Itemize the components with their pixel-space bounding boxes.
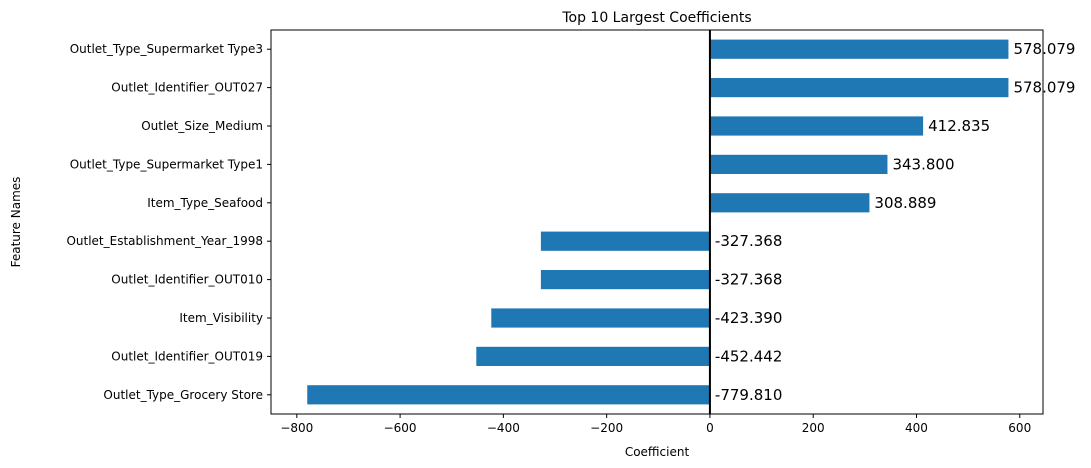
x-tick-label: 400	[905, 421, 928, 435]
bar	[709, 193, 870, 213]
y-tick-label: Item_Visibility	[179, 311, 263, 325]
bar	[709, 116, 924, 136]
x-tick-label: −200	[590, 421, 623, 435]
x-tick-label: 0	[706, 421, 714, 435]
y-tick-label: Outlet_Establishment_Year_1998	[66, 234, 263, 248]
bar-value-label: -779.810	[715, 386, 782, 404]
y-axis-ticks: Outlet_Type_Supermarket Type3 Outlet_Iden…	[66, 42, 271, 402]
x-tick-label: −600	[384, 421, 417, 435]
y-tick-label: Outlet_Identifier_OUT027	[111, 81, 263, 95]
bars-layer	[307, 39, 1009, 405]
bar-value-label: 343.800	[892, 155, 954, 173]
y-tick-label: Item_Type_Seafood	[147, 196, 263, 210]
bar-value-label: 578.079	[1013, 40, 1075, 58]
data-labels: 578.079 578.079 412.835 343.800 308.889 -327.…	[715, 40, 1076, 404]
y-tick-label: Outlet_Type_Supermarket Type3	[70, 42, 263, 56]
y-axis-label: Feature Names	[9, 177, 23, 268]
bar-value-label: -423.390	[715, 309, 782, 327]
bar	[540, 231, 710, 251]
bar	[476, 346, 710, 366]
bar	[709, 78, 1009, 98]
x-tick-label: −800	[280, 421, 313, 435]
bar-value-label: -327.368	[715, 232, 782, 250]
y-tick-label: Outlet_Size_Medium	[141, 119, 263, 133]
bar-value-label: -327.368	[715, 271, 782, 289]
bar-value-label: 578.079	[1013, 79, 1075, 97]
bar-value-label: 308.889	[874, 194, 936, 212]
bar	[307, 385, 710, 405]
bar	[540, 270, 710, 290]
x-tick-label: 600	[1008, 421, 1031, 435]
bar-value-label: 412.835	[928, 117, 990, 135]
y-tick-label: Outlet_Identifier_OUT019	[111, 349, 263, 363]
bar	[709, 39, 1009, 59]
x-axis-ticks: −800 −600 −400 −200 0 200 400 600	[280, 414, 1031, 435]
x-axis-label: Coefficient	[625, 445, 690, 459]
x-tick-label: −400	[487, 421, 520, 435]
y-tick-label: Outlet_Type_Grocery Store	[103, 388, 263, 402]
bar	[709, 154, 888, 174]
chart-title: Top 10 Largest Coefficients	[561, 10, 751, 26]
bar	[491, 308, 710, 328]
plot-area-frame	[270, 29, 1044, 415]
y-tick-label: Outlet_Identifier_OUT010	[111, 273, 263, 287]
y-tick-label: Outlet_Type_Supermarket Type1	[70, 157, 263, 171]
x-tick-label: 200	[802, 421, 825, 435]
bar-value-label: -452.442	[715, 347, 782, 365]
